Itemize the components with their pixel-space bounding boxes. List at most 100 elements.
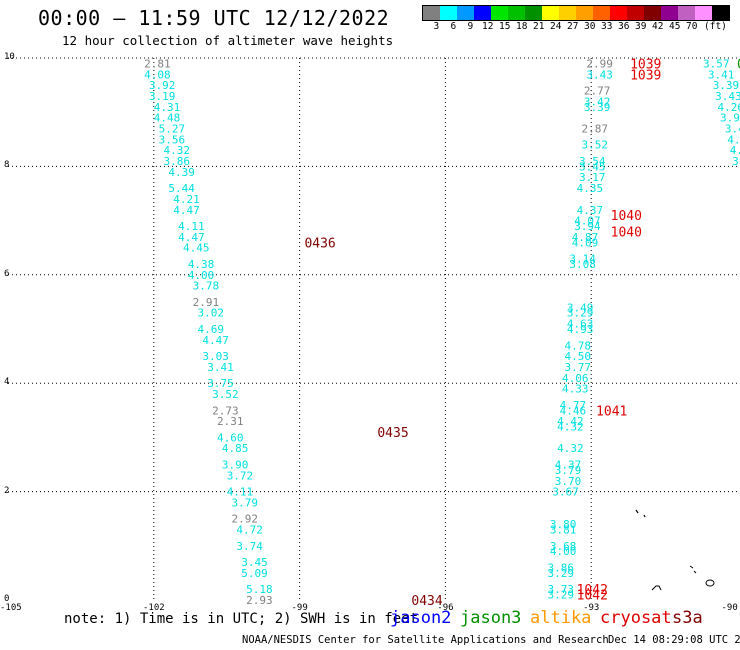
color-swatch — [559, 6, 576, 20]
pass-time-label: 1040 — [611, 209, 642, 224]
swh-value: 4.93 — [567, 323, 594, 336]
swh-value: 3.57 — [703, 57, 730, 70]
y-tick-label: 2 — [4, 485, 10, 496]
color-swatch — [423, 6, 440, 20]
swh-value: 2.87 — [581, 122, 608, 135]
swh-value: 4.3 — [727, 133, 740, 146]
swh-value: 3.41 — [708, 68, 735, 81]
x-tick-label: -90 — [721, 603, 738, 613]
pass-time-label: 1042 — [577, 583, 608, 598]
y-tick-label: 4 — [4, 377, 10, 388]
swh-value: 4.08 — [144, 68, 171, 81]
swh-value: 4.26 — [718, 101, 740, 114]
swh-value: 4.37 — [555, 459, 582, 472]
swh-value: 3.45 — [579, 160, 606, 173]
satellite-legend-altika: altika — [530, 608, 592, 628]
satellite-legend-s3a: s3a — [672, 608, 703, 628]
swh-value: 4.78 — [564, 339, 591, 352]
color-scale-label: 3 — [433, 21, 440, 32]
pass-time-labels: 0436043504341039103910401040104110421042… — [304, 57, 740, 609]
swh-value: 4.00 — [550, 545, 577, 558]
y-tick-label: 0 — [4, 594, 10, 604]
color-scale-label: 24 — [550, 21, 562, 32]
color-swatch — [712, 6, 729, 20]
swh-value: 3.45 — [241, 556, 268, 569]
color-swatch — [508, 6, 525, 20]
swh-value: 4.87 — [572, 231, 599, 244]
swh-value: 3.77 — [564, 361, 591, 374]
swh-value: 4.47 — [173, 204, 200, 217]
color-scale-label: 6 — [450, 21, 457, 32]
color-scale-label: 33 — [601, 21, 613, 32]
x-tick-label: -96 — [437, 603, 454, 613]
color-scale-label: (ft) — [704, 21, 727, 32]
swh-value: 3.19 — [149, 90, 176, 103]
swh-value: 3.92 — [149, 79, 176, 92]
swh-value: 3.80 — [550, 518, 577, 531]
swh-value: 4.77 — [560, 399, 587, 412]
swh-value: 3.68 — [550, 540, 577, 553]
swh-value: 4.46 — [560, 404, 587, 417]
swh-value: 3.43 — [715, 90, 740, 103]
swh-value: 2.73 — [212, 404, 239, 417]
swh-value: 2.77 — [584, 85, 611, 98]
swh-value: 4.50 — [564, 350, 591, 363]
color-swatch — [576, 6, 593, 20]
color-swatch — [525, 6, 542, 20]
swh-value: 3.54 — [579, 155, 606, 168]
swh-value: 4.45 — [183, 242, 210, 255]
swh-value: 3.56 — [159, 133, 186, 146]
swh-value: 3.98 — [720, 112, 740, 125]
color-swatch — [457, 6, 474, 20]
swh-value: 3.94 — [574, 220, 601, 233]
x-tick-label: -93 — [583, 603, 600, 613]
color-swatch — [627, 6, 644, 20]
swh-value: 4.32 — [164, 144, 191, 157]
color-scale-label: 21 — [533, 21, 545, 32]
swh-value: 3.29 — [567, 307, 594, 320]
swh-value: 2.93 — [246, 594, 273, 607]
footer-credit: NOAA/NESDIS Center for Satellite Applica… — [242, 634, 609, 646]
swh-value: 3.43 — [586, 68, 613, 81]
swh-value: 4.32 — [557, 421, 584, 434]
swh-value: 4.31 — [154, 101, 181, 114]
swh-value: 3.17 — [579, 171, 606, 184]
swh-value: 4.63 — [567, 318, 594, 331]
swh-value: 3.70 — [555, 475, 582, 488]
color-swatch — [593, 6, 610, 20]
swh-value: 3.41 — [207, 361, 234, 374]
color-scale-label: 18 — [516, 21, 528, 32]
color-swatch — [695, 6, 712, 20]
swh-value: 3.03 — [202, 350, 229, 363]
swh-values: 2.814.083.923.194.314.485.273.564.323.86… — [144, 57, 740, 607]
coastline — [635, 509, 715, 591]
color-scale-bar — [422, 5, 730, 21]
pass-time-label: 1041 — [596, 404, 627, 419]
color-swatch — [491, 6, 508, 20]
color-scale-label: 39 — [635, 21, 647, 32]
satellite-legend-jason2: jason2 — [390, 608, 452, 628]
color-scale-label: 9 — [467, 21, 474, 32]
swh-value: 4. — [730, 144, 740, 157]
y-tick-label: 6 — [4, 268, 10, 279]
swh-value: 3.86 — [164, 155, 191, 168]
x-tick-label: -105 — [0, 603, 22, 613]
swh-value: 4.11 — [178, 220, 205, 233]
swh-value: 4.48 — [154, 112, 181, 125]
color-scale-label: 15 — [499, 21, 511, 32]
swh-value: 3.39 — [584, 101, 611, 114]
swh-value: 4.47 — [202, 334, 229, 347]
swh-value: 3.14 — [569, 253, 596, 266]
pass-time-label: 1039 — [630, 68, 661, 83]
swh-value: 2.91 — [193, 296, 220, 309]
swh-value: 5.09 — [241, 567, 268, 580]
swh-value: 3.78 — [193, 280, 220, 293]
swh-value: 4.85 — [222, 442, 249, 455]
color-swatch — [474, 6, 491, 20]
swh-value: 4.72 — [236, 524, 262, 537]
swh-value: 5.27 — [159, 122, 186, 135]
swh-value: 3. — [732, 155, 740, 168]
color-scale-label: 70 — [686, 21, 698, 32]
swh-value: 4.69 — [198, 323, 225, 336]
